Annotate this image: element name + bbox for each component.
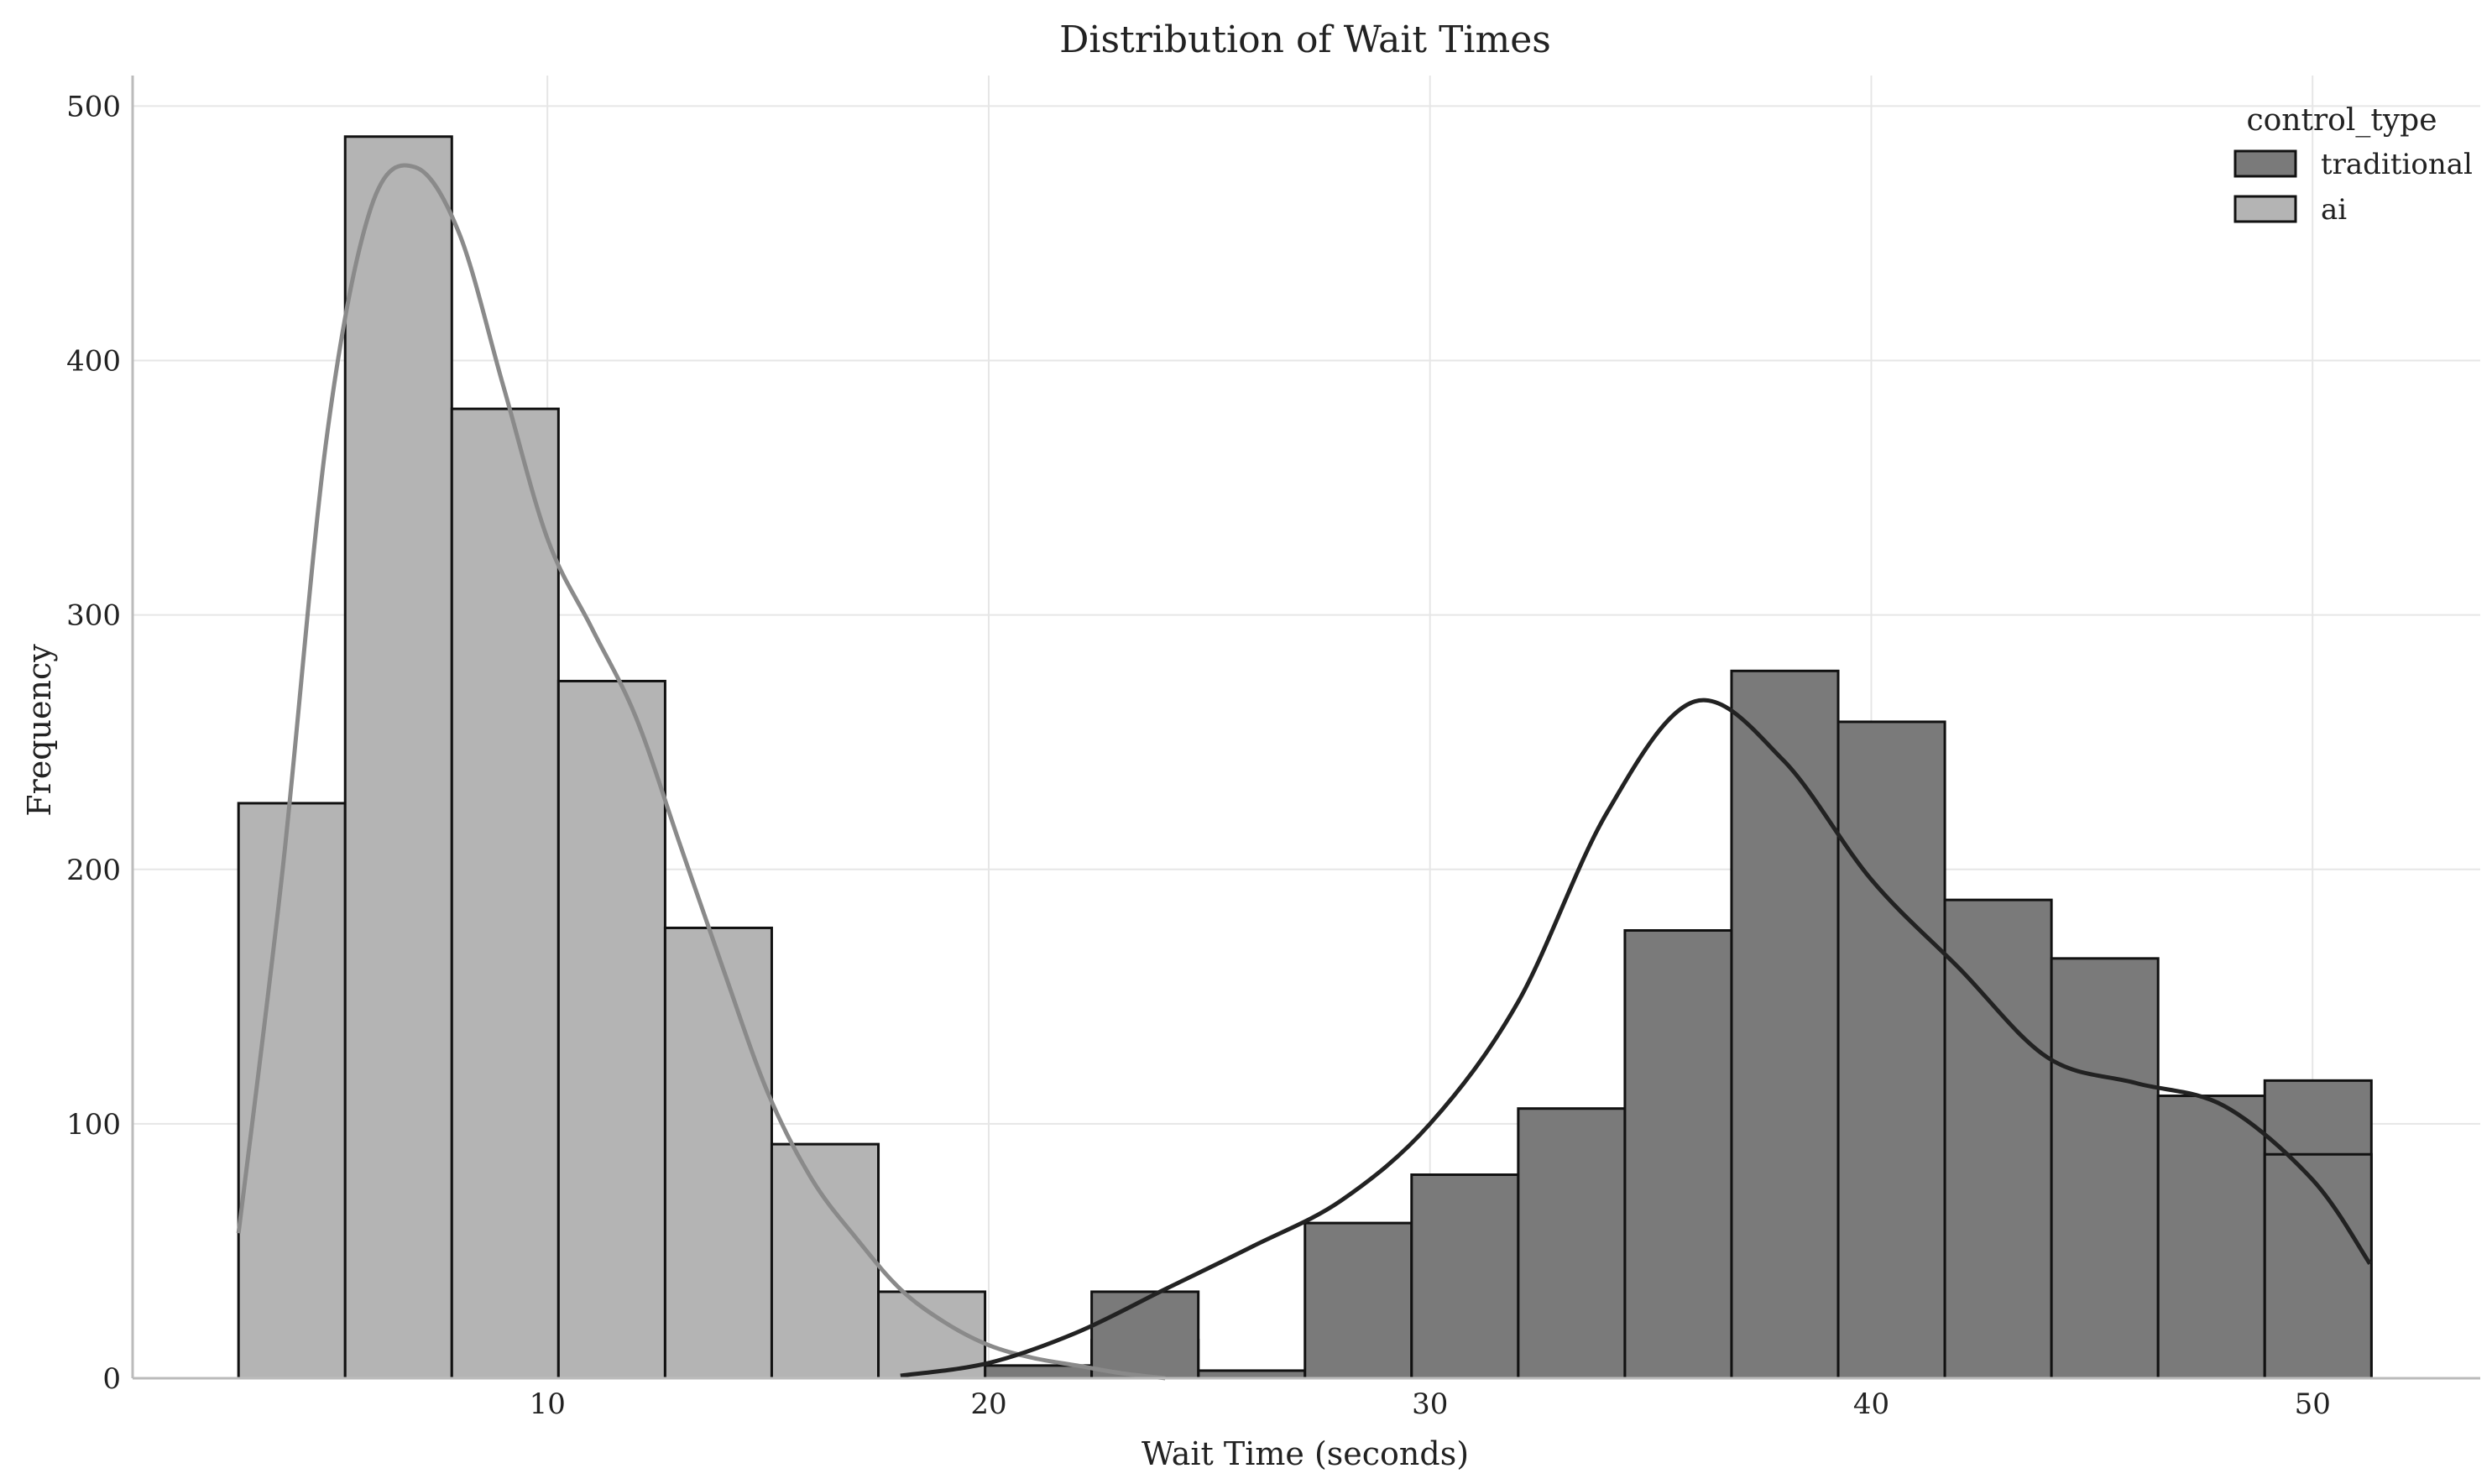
bar-traditional-18	[2156, 1095, 2266, 1380]
x-tick-label-30: 30	[1412, 1387, 1448, 1421]
legend-title: control_type	[2246, 103, 2437, 138]
kde-curves	[236, 163, 2372, 1381]
y-tick-label-400: 400	[66, 345, 121, 379]
bar-traditional-overlay-19	[2263, 1152, 2373, 1380]
y-tick-label-200: 200	[66, 854, 121, 887]
bar-traditional-16	[1943, 898, 2053, 1380]
y-tick-labels: 0 100 200 300 400 500	[66, 90, 121, 1396]
y-tick-label-500: 500	[66, 90, 121, 123]
bar-ai-3	[556, 679, 666, 1380]
bar-ai-1	[343, 135, 453, 1380]
x-tick-label-20: 20	[970, 1387, 1006, 1421]
y-tick-label-300: 300	[66, 599, 121, 633]
x-tick-label-10: 10	[530, 1387, 566, 1421]
bar-traditional-15	[1836, 720, 1946, 1380]
legend: control_type traditional ai	[2233, 103, 2473, 227]
bar-ai-4	[663, 926, 773, 1380]
y-axis-label: Frequency	[21, 644, 58, 817]
bar-ai-5	[770, 1142, 880, 1380]
bar-traditional-13	[1623, 929, 1733, 1380]
y-tick-label-0: 0	[102, 1362, 121, 1396]
axes	[131, 76, 2480, 1380]
legend-swatch-ai	[2233, 195, 2297, 223]
x-tick-labels: 10 20 30 40 50	[530, 1387, 2331, 1421]
legend-label-ai: ai	[2321, 193, 2347, 227]
bar-traditional-17	[2050, 957, 2160, 1380]
bar-traditional-12	[1517, 1107, 1627, 1380]
legend-label-traditional: traditional	[2321, 148, 2473, 181]
y-tick-label-100: 100	[66, 1108, 121, 1142]
ai-bars	[237, 135, 987, 1380]
bar-traditional-overlay-8	[1090, 1290, 1200, 1380]
chart-title: Distribution of Wait Times	[1059, 18, 1551, 61]
traditional-bars	[877, 669, 2373, 1380]
kde-curve-traditional	[900, 698, 2372, 1378]
x-tick-label-40: 40	[1853, 1387, 1889, 1421]
bar-traditional-11	[1410, 1173, 1520, 1380]
kde-curve-ai	[236, 163, 1166, 1381]
x-tick-label-50: 50	[2295, 1387, 2331, 1421]
x-axis-label: Wait Time (seconds)	[1142, 1435, 1469, 1472]
bar-ai-2	[450, 407, 560, 1380]
traditional-bars-overlay	[1090, 1152, 2373, 1380]
legend-swatch-traditional	[2233, 149, 2297, 178]
bar-traditional-10	[1303, 1221, 1413, 1380]
bar-traditional-14	[1730, 669, 1840, 1380]
